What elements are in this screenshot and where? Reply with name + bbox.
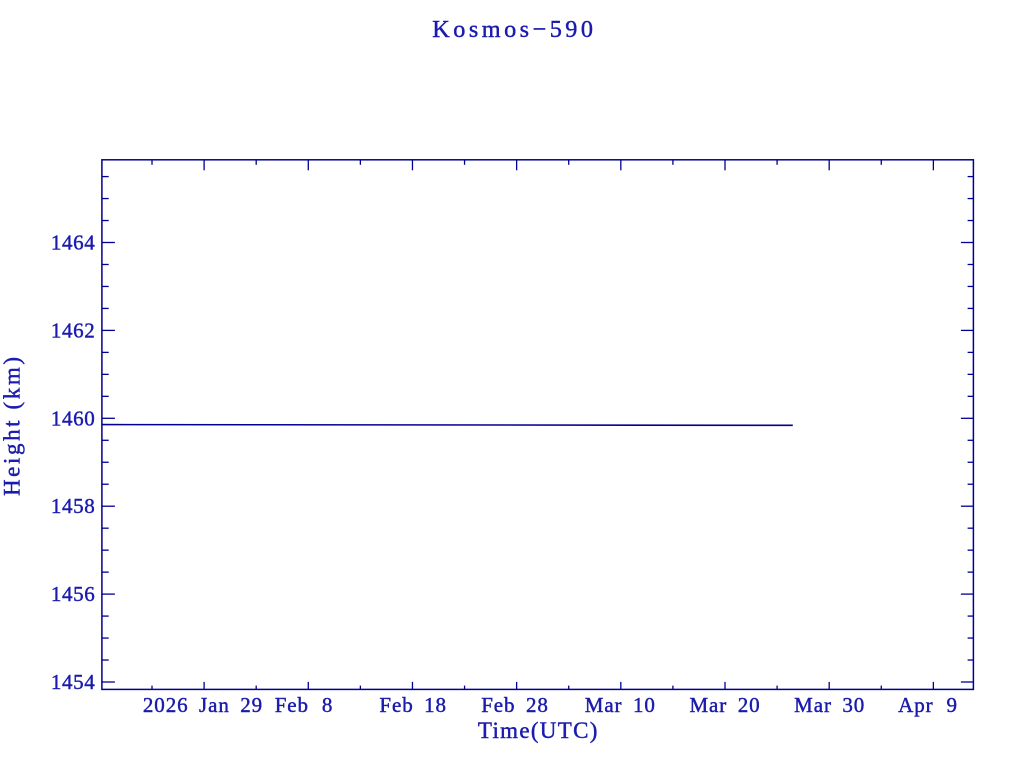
svg-text:Height (km): Height (km) [0, 354, 25, 496]
svg-text:Feb 28: Feb 28 [481, 693, 549, 717]
svg-text:1462: 1462 [51, 318, 95, 342]
svg-text:Mar 20: Mar 20 [689, 693, 760, 717]
svg-text:1460: 1460 [51, 406, 95, 430]
svg-text:Mar 10: Mar 10 [585, 693, 656, 717]
svg-text:Mar 30: Mar 30 [794, 693, 865, 717]
svg-text:2026 Jan 29: 2026 Jan 29 [143, 693, 263, 717]
svg-text:Time(UTC): Time(UTC) [478, 718, 599, 743]
svg-text:1456: 1456 [51, 582, 95, 606]
svg-text:Apr 9: Apr 9 [898, 693, 958, 717]
svg-text:Feb 8: Feb 8 [275, 693, 334, 717]
svg-text:Kosmos−590: Kosmos−590 [432, 16, 596, 43]
svg-text:Feb 18: Feb 18 [379, 693, 447, 717]
svg-text:1464: 1464 [51, 231, 95, 255]
svg-text:1458: 1458 [51, 494, 95, 518]
svg-text:1454: 1454 [51, 670, 95, 694]
